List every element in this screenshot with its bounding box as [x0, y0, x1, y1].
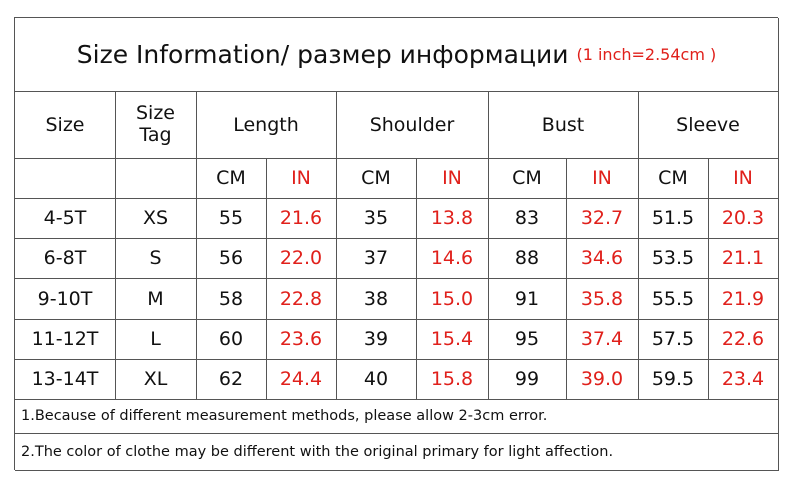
- data-cell: 60: [196, 319, 267, 360]
- unit-cell: IN: [266, 158, 337, 199]
- unit-cell: CM: [638, 158, 709, 199]
- data-cell: 22.8: [266, 278, 337, 320]
- note: 2.The color of clothe may be different w…: [15, 433, 779, 471]
- data-cell: 32.7: [566, 198, 639, 239]
- data-cell: XL: [115, 359, 197, 400]
- data-cell: 9-10T: [15, 278, 116, 320]
- title-note: (1 inch=2.54cm ): [576, 45, 717, 64]
- data-cell: 91: [488, 278, 567, 320]
- data-cell: 15.8: [416, 359, 489, 400]
- empty-cell: [15, 158, 116, 199]
- size-table: Size Information/ размер информации (1 in…: [14, 17, 779, 471]
- data-cell: 21.6: [266, 198, 337, 239]
- data-cell: 22.0: [266, 238, 337, 279]
- title: Size Information/ размер информации: [76, 40, 569, 69]
- data-cell: 59.5: [638, 359, 709, 400]
- data-cell: 23.4: [708, 359, 779, 400]
- data-cell: 34.6: [566, 238, 639, 279]
- data-cell: 15.4: [416, 319, 489, 360]
- data-cell: 23.6: [266, 319, 337, 360]
- data-cell: 40: [336, 359, 417, 400]
- data-cell: 39.0: [566, 359, 639, 400]
- data-cell: 13.8: [416, 198, 489, 239]
- data-cell: 53.5: [638, 238, 709, 279]
- header-cell: Length: [196, 91, 337, 159]
- header-cell: Size: [15, 91, 116, 159]
- data-cell: 15.0: [416, 278, 489, 320]
- data-cell: M: [115, 278, 197, 320]
- data-cell: 20.3: [708, 198, 779, 239]
- data-cell: 58: [196, 278, 267, 320]
- data-cell: S: [115, 238, 197, 279]
- data-cell: 55.5: [638, 278, 709, 320]
- data-cell: 37.4: [566, 319, 639, 360]
- unit-cell: CM: [488, 158, 567, 199]
- data-cell: 56: [196, 238, 267, 279]
- header-cell: Shoulder: [336, 91, 489, 159]
- unit-cell: CM: [336, 158, 417, 199]
- data-cell: 4-5T: [15, 198, 116, 239]
- unit-cell: IN: [416, 158, 489, 199]
- data-cell: L: [115, 319, 197, 360]
- unit-cell: IN: [708, 158, 779, 199]
- data-cell: 14.6: [416, 238, 489, 279]
- data-cell: 35.8: [566, 278, 639, 320]
- data-cell: 99: [488, 359, 567, 400]
- data-cell: 35: [336, 198, 417, 239]
- data-cell: 21.9: [708, 278, 779, 320]
- data-cell: 39: [336, 319, 417, 360]
- data-cell: 57.5: [638, 319, 709, 360]
- data-cell: XS: [115, 198, 197, 239]
- data-cell: 83: [488, 198, 567, 239]
- data-cell: 24.4: [266, 359, 337, 400]
- data-cell: 22.6: [708, 319, 779, 360]
- unit-cell: IN: [566, 158, 639, 199]
- header-cell: Bust: [488, 91, 639, 159]
- header-cell: Size Tag: [115, 91, 197, 159]
- unit-cell: CM: [196, 158, 267, 199]
- data-cell: 95: [488, 319, 567, 360]
- data-cell: 37: [336, 238, 417, 279]
- data-cell: 62: [196, 359, 267, 400]
- data-cell: 21.1: [708, 238, 779, 279]
- note: 1.Because of different measurement metho…: [15, 399, 779, 434]
- data-cell: 88: [488, 238, 567, 279]
- data-cell: 11-12T: [15, 319, 116, 360]
- header-text: Size Tag: [135, 101, 175, 146]
- data-cell: 38: [336, 278, 417, 320]
- header-cell: Sleeve: [638, 91, 779, 159]
- title-row: Size Information/ размер информации (1 in…: [15, 18, 779, 92]
- data-cell: 55: [196, 198, 267, 239]
- empty-cell: [115, 158, 197, 199]
- data-cell: 51.5: [638, 198, 709, 239]
- data-cell: 6-8T: [15, 238, 116, 279]
- data-cell: 13-14T: [15, 359, 116, 400]
